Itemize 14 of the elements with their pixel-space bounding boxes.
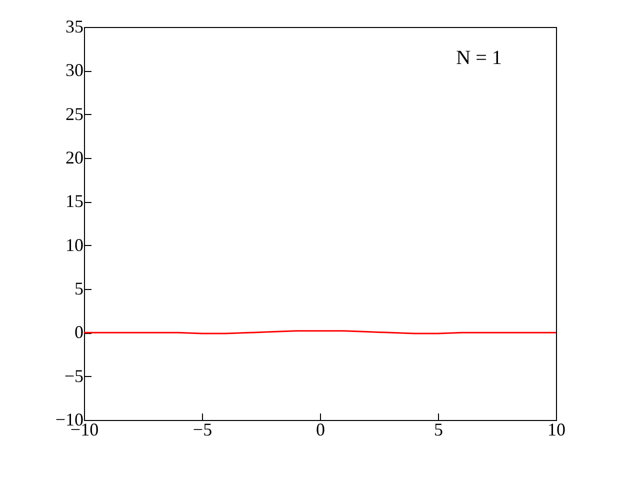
y-tick-label: 5 [74,278,84,298]
x-tick-label: 10 [548,420,566,440]
x-tick-label: 0 [316,420,325,440]
y-tick-label: 35 [66,16,84,36]
x-tick-label: 5 [434,420,443,440]
x-tick-label: −5 [192,420,212,440]
y-tick-label: 30 [66,60,84,80]
annotation: N = 1 [456,47,502,69]
y-tick-label: 25 [66,104,84,124]
y-tick-label: −5 [64,366,84,386]
y-tick-label: 20 [66,148,84,168]
y-tick-label: 0 [74,322,84,342]
y-tick-label: 15 [66,191,84,212]
y-tick-label: 10 [66,234,84,255]
